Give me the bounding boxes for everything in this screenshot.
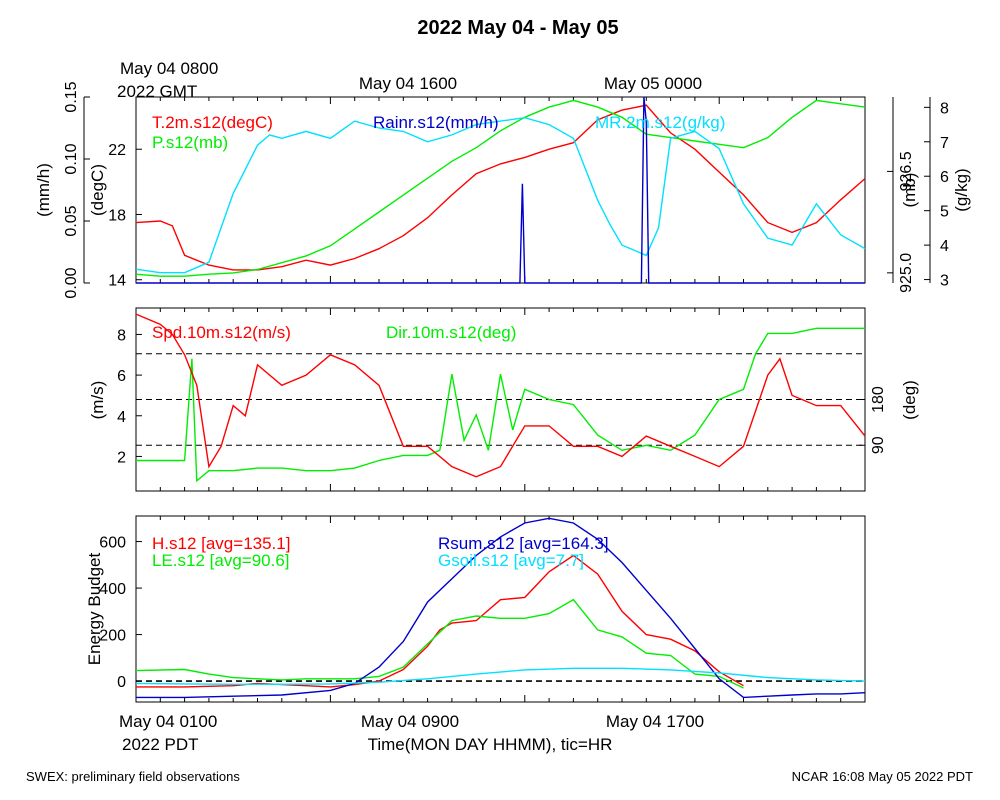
- gkg-tick-label: 8: [940, 100, 949, 117]
- energy-tick-label: 0: [117, 674, 126, 691]
- ms-tick-label: 6: [117, 368, 126, 385]
- top-axis-tick-label-1: May 04 1600: [359, 74, 457, 93]
- legend-label: Gsoil.s12 [avg=7.7]: [438, 551, 584, 570]
- deg-tick-label: 180: [870, 386, 887, 413]
- ms-axis-label: (m/s): [88, 381, 107, 420]
- series-line-gsoil: [135, 667, 866, 685]
- legend-label: H.s12 [avg=135.1]: [152, 534, 290, 553]
- ms-tick-label: 4: [117, 409, 126, 426]
- footer-left: SWEX: preliminary field observations: [26, 769, 240, 784]
- energy-tick-label: 400: [99, 581, 126, 598]
- energy-tick-label: 600: [99, 535, 126, 552]
- series-line-t: [135, 104, 866, 271]
- legend-label: Rainr.s12(mm/h): [373, 113, 499, 132]
- wind-panel: 2 4 6 8 (m/s) 90 180 (deg) Spd.10m.s12(m/s) Dir.1…: [88, 307, 919, 492]
- ms-tick-label: 2: [117, 449, 126, 466]
- bottom-axis-tick-label-2: May 04 1700: [606, 712, 704, 731]
- mmh-tick-label: 0.10: [63, 143, 80, 174]
- top-axis-start-line2: 2022 GMT: [117, 82, 197, 101]
- legend-label: LE.s12 [avg=90.6]: [152, 551, 290, 570]
- degc-tick-label: 18: [108, 207, 126, 224]
- ms-tick-label: 8: [117, 327, 126, 344]
- legend-label: T.2m.s12(degC): [152, 113, 273, 132]
- mmh-tick-label: 0.15: [63, 81, 80, 112]
- mmh-tick-label: 0.05: [63, 205, 80, 236]
- top-axis-start-line1: May 04 0800: [120, 59, 218, 78]
- chart-title: 2022 May 04 - May 05: [417, 17, 618, 39]
- gkg-tick-label: 4: [940, 238, 949, 255]
- legend-label: Rsum.s12 [avg=164.3]: [438, 534, 609, 553]
- series-line-rainr: [136, 96, 865, 284]
- mmh-axis-label: (mm/h): [34, 163, 53, 217]
- series-line-le: [135, 598, 744, 689]
- bottom-axis-start-line2: 2022 PDT: [122, 735, 199, 754]
- deg-axis-label: (deg): [900, 380, 919, 420]
- meteorology-panel: 0.00 0.05 0.10 0.15 (mm/h) 14 18 22(degC) 925.0 9…: [34, 81, 971, 298]
- deg-tick-label: 90: [870, 436, 887, 454]
- legend-label: P.s12(mb): [152, 133, 228, 152]
- bottom-axis-start-line1: May 04 0100: [119, 712, 217, 731]
- degc-tick-label: 22: [108, 142, 126, 159]
- gkg-axis-label: (g/kg): [952, 168, 971, 211]
- gkg-tick-label: 6: [940, 169, 949, 186]
- series-line-rsum: [136, 517, 866, 699]
- top-axis-tick-label-2: May 05 0000: [604, 74, 702, 93]
- mb-tick-label: 925.0: [898, 253, 915, 293]
- mb-axis-label: (mb): [900, 173, 919, 208]
- mb-tick-label: 926.5: [898, 151, 915, 191]
- energy-axis-label: Energy Budget: [85, 552, 104, 665]
- degc-tick-label: 14: [108, 273, 126, 290]
- bottom-axis-tick-label-1: May 04 0900: [361, 712, 459, 731]
- series-line-mr: [135, 116, 866, 274]
- series-line-spd: [135, 313, 866, 478]
- legend-label: MR.2m.s12(g/kg): [595, 113, 725, 132]
- energy-tick-label: 200: [99, 628, 126, 645]
- legend-label: Dir.10m.s12(deg): [386, 323, 516, 342]
- gkg-tick-label: 5: [940, 204, 949, 221]
- series-line-p: [135, 99, 866, 277]
- mmh-tick-label: 0.00: [63, 267, 80, 298]
- legend-label: Spd.10m.s12(m/s): [152, 323, 291, 342]
- gkg-tick-label: 3: [940, 273, 949, 290]
- x-axis-label: Time(MON DAY HHMM), tic=HR: [368, 735, 613, 754]
- degc-axis-label: (degC): [88, 164, 107, 216]
- series-line-dir: [136, 327, 865, 483]
- footer-right: NCAR 16:08 May 05 2022 PDT: [792, 769, 973, 784]
- series-line-h: [136, 554, 744, 688]
- gkg-tick-label: 7: [940, 135, 949, 152]
